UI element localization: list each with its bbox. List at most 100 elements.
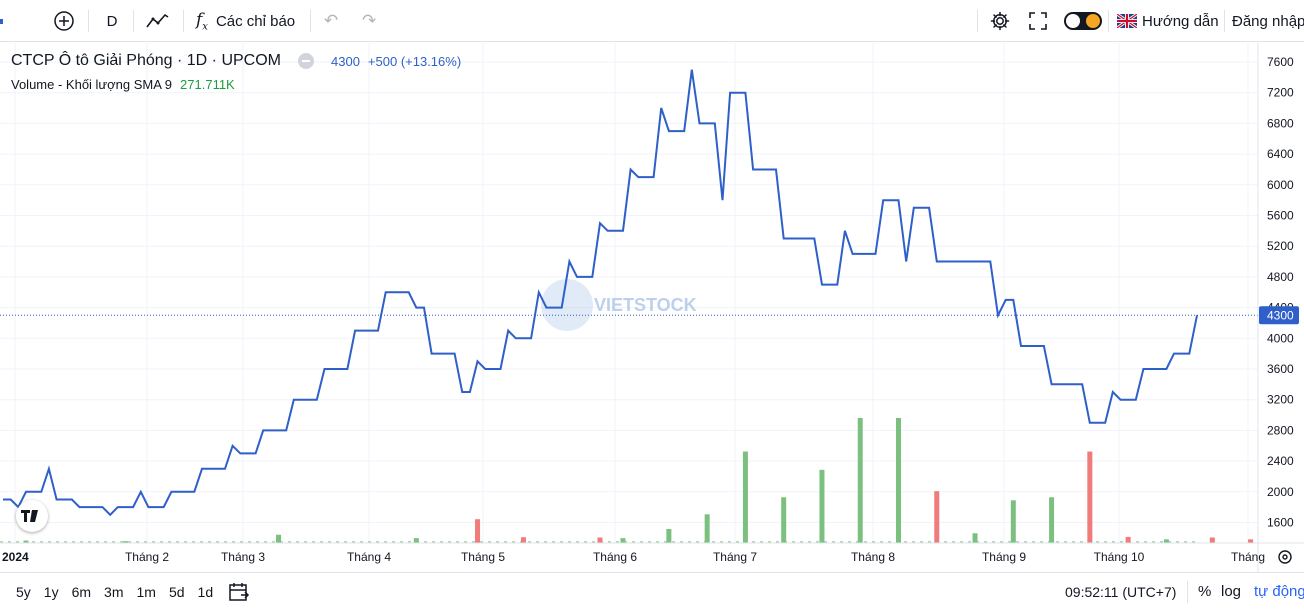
toolbar-divider bbox=[1108, 10, 1109, 32]
guide-label: Hướng dẫn bbox=[1142, 12, 1219, 30]
y-tick-label: 1600 bbox=[1267, 516, 1294, 530]
range-button-1m[interactable]: 1m bbox=[136, 583, 156, 600]
range-button-6m[interactable]: 6m bbox=[71, 583, 92, 600]
volume-bar bbox=[597, 537, 603, 543]
chart-legend: CTCP Ô tô Giải Phóng · 1D · UPCOM 4300 +… bbox=[11, 52, 461, 70]
volume-value: 271.711K bbox=[180, 77, 235, 92]
top-toolbar: D fx Các chỉ báo ↶ ↷ Hướng dẫn Đăng nhập bbox=[0, 0, 1304, 42]
y-tick-label: 6400 bbox=[1267, 147, 1294, 161]
toolbar-divider bbox=[1187, 581, 1188, 603]
x-tick-label: Tháng 4 bbox=[347, 550, 391, 564]
volume-bar bbox=[972, 533, 978, 543]
uk-flag-icon bbox=[1117, 14, 1137, 28]
toolbar-divider bbox=[310, 10, 311, 32]
fullscreen-icon[interactable] bbox=[1027, 0, 1049, 42]
clock-time[interactable]: 09:52:11 (UTC+7) bbox=[1065, 583, 1177, 600]
x-tick-label: Tháng 9 bbox=[982, 550, 1026, 564]
theme-toggle[interactable] bbox=[1064, 0, 1102, 42]
price-axis[interactable]: 7600720068006400600056005200480044004000… bbox=[1258, 43, 1304, 543]
x-tick-label: Tháng 5 bbox=[461, 550, 505, 564]
login-button[interactable]: Đăng nhập bbox=[1232, 12, 1304, 30]
volume-bar bbox=[742, 451, 748, 543]
tradingview-logo[interactable] bbox=[16, 500, 48, 532]
guide-button[interactable]: Hướng dẫn bbox=[1117, 0, 1219, 42]
symbol-edge-marker bbox=[0, 19, 3, 24]
volume-bar bbox=[781, 497, 787, 543]
vietstock-watermark: VIETSTOCK bbox=[541, 279, 697, 331]
volume-bar bbox=[413, 538, 419, 543]
settings-gear-icon[interactable] bbox=[988, 0, 1012, 42]
volume-bar bbox=[1248, 539, 1254, 543]
tradingview-icon bbox=[21, 510, 38, 522]
goto-date-icon[interactable] bbox=[228, 573, 250, 610]
y-tick-label: 2400 bbox=[1267, 454, 1294, 468]
last-price-value: 4300 bbox=[331, 53, 360, 69]
price-axis-bg bbox=[1258, 43, 1304, 543]
x-tick-label: Tháng 3 bbox=[221, 550, 265, 564]
y-tick-label: 4800 bbox=[1267, 270, 1294, 284]
volume-bar bbox=[23, 540, 29, 543]
y-tick-label: 3200 bbox=[1267, 393, 1294, 407]
collapse-legend-icon[interactable] bbox=[298, 53, 314, 69]
toolbar-divider bbox=[133, 10, 134, 32]
indicators-label: Các chỉ báo bbox=[215, 12, 296, 30]
y-tick-label: 3600 bbox=[1267, 362, 1294, 376]
x-tick-label: Tháng bbox=[1231, 550, 1265, 564]
volume-bar bbox=[704, 514, 710, 543]
y-tick-label: 4000 bbox=[1267, 331, 1294, 345]
sun-icon bbox=[1086, 14, 1100, 28]
chart-pane[interactable]: VIETSTOCK 7600 7200 6800 6400 6000 5600 5200 48… bbox=[0, 43, 1304, 572]
y-tick-label: 5200 bbox=[1267, 239, 1294, 253]
volume-bar bbox=[122, 541, 128, 543]
volume-bar bbox=[1163, 539, 1169, 543]
range-button-1d[interactable]: 1d bbox=[197, 583, 214, 600]
interval-button[interactable]: D bbox=[106, 12, 118, 30]
indicators-button[interactable]: fx Các chỉ báo bbox=[196, 0, 295, 42]
plus-circle-icon bbox=[54, 11, 74, 31]
volume-bar bbox=[896, 418, 901, 543]
volume-legend: Volume - Khối lượng SMA 9 271.711K bbox=[11, 77, 235, 92]
toggle-knob bbox=[1066, 14, 1080, 28]
price-line bbox=[3, 69, 1198, 517]
volume-label: Volume - Khối lượng SMA 9 bbox=[11, 77, 173, 92]
percent-toggle[interactable]: % bbox=[1198, 583, 1212, 600]
price-chart[interactable]: VIETSTOCK 7600 7200 6800 6400 6000 5600 5200 48… bbox=[0, 43, 1304, 572]
log-toggle[interactable]: log bbox=[1221, 583, 1242, 600]
volume-bar bbox=[620, 538, 626, 543]
range-button-5y[interactable]: 5y bbox=[16, 583, 31, 600]
toolbar-divider bbox=[183, 10, 184, 32]
redo-icon[interactable]: ↷ bbox=[362, 11, 377, 30]
y-tick-label: 6800 bbox=[1267, 116, 1294, 130]
y-tick-label: 7600 bbox=[1267, 55, 1294, 69]
chart-grid bbox=[0, 43, 1258, 543]
chart-type-button[interactable] bbox=[145, 0, 171, 42]
compare-add-button[interactable] bbox=[52, 0, 76, 42]
toolbar-divider bbox=[88, 10, 89, 32]
axis-settings-gear-icon[interactable] bbox=[1278, 550, 1292, 564]
range-selector: 5y 1y 6m 3m 1m 5d 1d bbox=[16, 573, 226, 610]
toolbar-divider bbox=[1224, 10, 1225, 32]
volume-bar bbox=[1125, 536, 1131, 543]
volume-bar bbox=[520, 537, 526, 543]
price-change: +500 (+13.16%) bbox=[367, 53, 462, 69]
x-tick-label: Tháng 10 bbox=[1094, 550, 1145, 564]
x-tick-label: 2024 bbox=[2, 550, 29, 564]
volume-bar bbox=[819, 469, 825, 543]
x-tick-label: Tháng 2 bbox=[125, 550, 169, 564]
bottom-toolbar: 5y 1y 6m 3m 1m 5d 1d 09:52:11 (UTC+7) % log tự… bbox=[0, 572, 1304, 610]
volume-bar bbox=[666, 528, 672, 543]
last-price-tag-label: 4300 bbox=[1267, 308, 1294, 322]
range-button-3m[interactable]: 3m bbox=[104, 583, 124, 600]
range-button-5d[interactable]: 5d bbox=[168, 583, 185, 600]
symbol-title: CTCP Ô tô Giải Phóng · 1D · UPCOM bbox=[11, 52, 281, 69]
y-tick-label: 2800 bbox=[1267, 423, 1294, 437]
undo-icon[interactable]: ↶ bbox=[324, 11, 339, 30]
auto-scale-toggle[interactable]: tự động bbox=[1254, 583, 1304, 600]
y-tick-label: 5600 bbox=[1267, 209, 1294, 223]
range-button-1y[interactable]: 1y bbox=[43, 583, 59, 600]
time-axis[interactable]: 2024 Tháng 2 Tháng 3 Tháng 4 Tháng 5 Tháng 6 T… bbox=[0, 43, 1304, 572]
volume-bars bbox=[0, 418, 1292, 543]
function-fx-icon: fx bbox=[196, 9, 208, 33]
line-chart-icon bbox=[146, 13, 169, 28]
volume-bar bbox=[934, 491, 940, 543]
